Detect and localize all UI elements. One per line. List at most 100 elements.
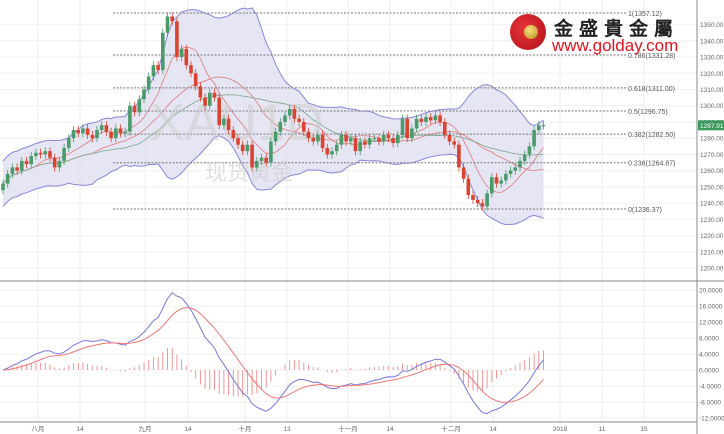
candle-body	[250, 144, 254, 168]
candle-body	[57, 160, 62, 168]
candle-body	[222, 118, 226, 126]
candle-body	[118, 128, 123, 134]
macd-tick-label: 16.0000	[699, 304, 723, 311]
candle-body	[443, 121, 447, 135]
candle-body	[85, 128, 90, 135]
price-tick-label: 1350.00	[700, 22, 724, 29]
fibonacci-level-label: 0.786(1331.28)	[628, 53, 675, 60]
candle-body	[99, 125, 104, 131]
candle-body	[71, 130, 76, 139]
logo-url: www.golday.com	[552, 36, 679, 55]
moving-average-fast	[2, 46, 544, 193]
candle-body	[287, 108, 292, 116]
candle-body	[170, 16, 174, 22]
x-tick-label: 14	[184, 426, 192, 433]
candle-body	[29, 156, 33, 165]
candle-body	[20, 160, 24, 171]
candle-body	[381, 134, 386, 142]
candle-body	[311, 138, 315, 142]
fibonacci-level-label: 0.382(1282.50)	[628, 132, 675, 139]
candle-body	[377, 138, 381, 142]
candle-body	[193, 73, 198, 87]
candle-body	[513, 167, 518, 171]
macd-signal-line	[2, 307, 544, 403]
candle-body	[212, 92, 217, 98]
candle-body	[146, 76, 151, 90]
candle-body	[208, 92, 212, 106]
candle-body	[372, 138, 377, 140]
candle-body	[363, 141, 367, 145]
candle-body	[278, 121, 283, 132]
candle-body	[151, 65, 156, 77]
macd-tick-label: 20.0000	[699, 288, 723, 295]
price-tick-label: 1300.00	[700, 103, 724, 110]
x-tick-label: 13	[283, 426, 291, 433]
current-price-tag	[698, 120, 724, 131]
macd-tick-label: 0.0000	[699, 368, 719, 375]
candle-body	[165, 16, 170, 33]
price-tick-label: 1210.00	[700, 249, 724, 256]
price-tick-label: 1250.00	[700, 184, 724, 191]
candle-body	[339, 134, 344, 145]
candle-body	[226, 118, 231, 131]
candle-body	[537, 125, 541, 131]
fibonacci-level-label: 0.5(1296.75)	[628, 109, 668, 116]
price-tick-label: 1230.00	[700, 217, 724, 224]
candle-body	[269, 141, 273, 163]
candle-body	[10, 167, 15, 174]
candle-body	[189, 65, 193, 74]
candle-body	[5, 173, 10, 184]
price-tick-label: 1310.00	[700, 87, 724, 94]
candle-body	[95, 130, 99, 139]
price-tick-label: 1270.00	[700, 152, 724, 159]
candle-body	[76, 130, 80, 134]
fibonacci-level-label: 0.618(1311.00)	[628, 86, 675, 93]
candle-body	[128, 105, 132, 132]
candle-body	[527, 146, 532, 155]
candle-body	[522, 154, 527, 161]
candle-body	[245, 144, 250, 152]
candle-body	[231, 130, 236, 139]
candle-body	[447, 134, 452, 142]
candle-body	[471, 194, 475, 200]
candle-body	[161, 32, 165, 71]
bollinger-lower-line	[2, 135, 544, 226]
candle-body	[43, 151, 48, 155]
bollinger-band-fill	[3, 7, 544, 225]
candle-body	[283, 115, 287, 122]
candle-body	[391, 138, 395, 144]
x-tick-label: 14	[489, 426, 497, 433]
macd-tick-label: 8.0000	[699, 336, 719, 343]
candle-body	[330, 151, 334, 155]
candle-body	[236, 138, 240, 145]
chinese-watermark: 现货黄金	[205, 160, 293, 185]
bollinger-upper-line	[2, 7, 544, 162]
price-tick-label: 1320.00	[700, 71, 724, 78]
x-tick-label: 十月	[239, 424, 252, 433]
candle-body	[52, 157, 57, 168]
macd-line	[2, 292, 544, 415]
candle-body	[428, 117, 433, 121]
candle-body	[480, 203, 485, 207]
candle-body	[438, 115, 442, 122]
candle-body	[419, 118, 424, 122]
candle-body	[273, 131, 278, 142]
candle-body	[198, 86, 203, 98]
candle-body	[38, 152, 43, 155]
candle-body	[156, 65, 160, 71]
candle-body	[24, 160, 29, 165]
candle-body	[367, 138, 372, 145]
candle-body	[541, 125, 546, 127]
candle-body	[494, 177, 499, 184]
candle-body	[344, 134, 348, 142]
moving-average-slow	[2, 94, 544, 184]
macd-tick-label: -12.0000	[699, 416, 724, 423]
candle-body	[255, 160, 259, 168]
candle-body	[353, 138, 358, 152]
candle-body	[433, 115, 438, 121]
candle-body	[175, 21, 179, 58]
price-tick-label: 1240.00	[700, 201, 724, 208]
candle-body	[15, 167, 19, 171]
candle-body	[114, 128, 118, 139]
candle-body	[1, 183, 5, 191]
